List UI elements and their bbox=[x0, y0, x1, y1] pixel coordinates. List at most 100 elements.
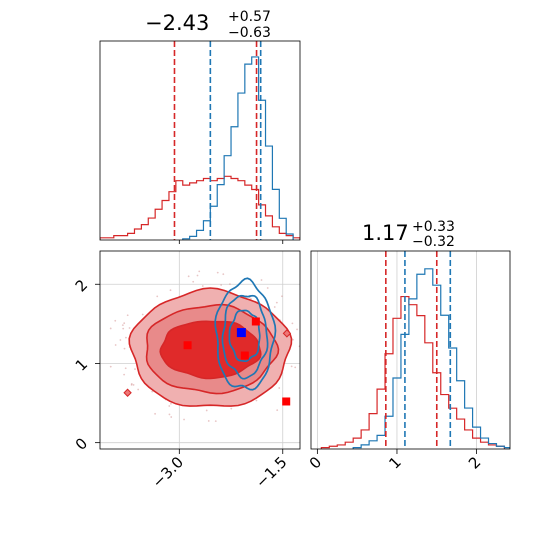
background-sample-point bbox=[198, 270, 201, 273]
background-sample-point bbox=[170, 416, 173, 418]
background-sample-point bbox=[255, 399, 258, 402]
blue-contour-level bbox=[221, 294, 269, 380]
marginal-x-blue-histogram bbox=[182, 56, 294, 240]
red-contour-level bbox=[159, 320, 262, 380]
background-sample-point bbox=[308, 378, 310, 380]
red-square-marker bbox=[240, 351, 249, 360]
background-sample-point bbox=[278, 387, 281, 389]
blue-contour-level bbox=[228, 309, 261, 363]
background-sample-point bbox=[114, 344, 117, 346]
background-sample-point bbox=[126, 314, 129, 317]
background-sample-point bbox=[290, 365, 293, 368]
marginal-x-histograms bbox=[100, 41, 300, 240]
background-sample-point bbox=[276, 409, 279, 412]
marginal-x-red-histogram bbox=[100, 175, 300, 240]
marginal-y-x-tick-label: 1 bbox=[385, 453, 404, 472]
background-sample-point bbox=[141, 313, 144, 316]
marginal-x-title-value: −2.43 bbox=[145, 11, 209, 35]
marginal-y-title-value: 1.17 bbox=[362, 221, 409, 245]
background-sample-point bbox=[183, 418, 185, 421]
blue-square-marker bbox=[236, 328, 246, 338]
marginal-x-title-lower: −0.63 bbox=[228, 25, 271, 41]
background-sample-point bbox=[192, 280, 195, 283]
background-sample-point bbox=[151, 390, 154, 393]
marginal-y-blue-histogram bbox=[352, 268, 510, 449]
background-sample-point bbox=[205, 409, 208, 412]
joint-panel: −3.0 −1.5 0 1 2 bbox=[72, 250, 310, 492]
background-sample-point bbox=[273, 306, 276, 308]
background-sample-point bbox=[266, 287, 269, 289]
marginal-y-title-lower: −0.32 bbox=[412, 234, 455, 250]
background-sample-point bbox=[260, 279, 263, 281]
background-sample-point bbox=[201, 285, 204, 287]
background-sample-point bbox=[121, 324, 124, 327]
background-sample-point bbox=[156, 295, 159, 298]
marginal-y-ticks: 0 1 2 bbox=[306, 449, 484, 473]
marginal-y-x-tick-label: 0 bbox=[306, 453, 325, 472]
background-sample-point bbox=[109, 327, 112, 330]
background-sample-point bbox=[123, 322, 126, 325]
marginal-x-title-upper: +0.57 bbox=[228, 9, 271, 25]
background-sample-point bbox=[220, 284, 223, 286]
marginal-y-red-histogram bbox=[320, 295, 506, 449]
background-sample-point bbox=[132, 384, 135, 386]
background-sample-point bbox=[222, 273, 225, 276]
background-sample-point bbox=[187, 275, 190, 278]
background-sample-point bbox=[128, 327, 131, 329]
joint-x-tick-label: −1.5 bbox=[252, 453, 290, 491]
background-sample-point bbox=[137, 388, 140, 391]
background-sample-point bbox=[119, 339, 122, 341]
background-sample-point bbox=[230, 407, 233, 410]
background-sample-point bbox=[122, 327, 125, 330]
background-sample-point bbox=[109, 365, 112, 368]
background-sample-point bbox=[291, 322, 294, 325]
red-diamond-marker bbox=[123, 388, 132, 397]
background-sample-point bbox=[216, 271, 219, 274]
background-sample-point bbox=[125, 336, 127, 339]
marginal-x-frame bbox=[99, 40, 301, 241]
marginal-y-histograms bbox=[320, 251, 510, 449]
marginal-y-title: 1.17 bbox=[362, 221, 409, 245]
joint-contours bbox=[109, 270, 310, 422]
background-sample-point bbox=[229, 283, 231, 286]
joint-y-tick-label: 1 bbox=[72, 355, 91, 374]
background-sample-point bbox=[154, 412, 156, 415]
marginal-y-x-tick-label: 2 bbox=[465, 453, 484, 472]
marginal-y-grid bbox=[316, 251, 477, 449]
background-sample-point bbox=[124, 367, 127, 370]
joint-y-tick-label: 0 bbox=[72, 434, 91, 453]
background-sample-point bbox=[302, 311, 304, 313]
background-sample-point bbox=[207, 420, 210, 422]
red-diamond-marker bbox=[282, 329, 292, 338]
background-sample-point bbox=[281, 295, 283, 298]
blue-contour-level bbox=[214, 277, 277, 391]
joint-x-tick-label: −3.0 bbox=[149, 453, 187, 491]
background-sample-point bbox=[196, 274, 199, 277]
background-sample-point bbox=[301, 312, 303, 314]
marginal-x-title: −2.43 bbox=[145, 11, 209, 35]
marginal-y-frame bbox=[310, 250, 511, 450]
background-sample-point bbox=[123, 373, 126, 376]
marginal-y-panel: 1.17 +0.33 −0.32 0 1 2 bbox=[306, 219, 511, 473]
red-square-marker bbox=[183, 341, 192, 350]
background-sample-point bbox=[302, 382, 304, 384]
red-square-marker bbox=[282, 397, 291, 406]
joint-y-tick-label: 2 bbox=[72, 276, 91, 295]
background-sample-point bbox=[296, 328, 298, 331]
background-sample-point bbox=[169, 289, 172, 292]
red-square-marker bbox=[251, 317, 260, 326]
background-sample-point bbox=[130, 383, 133, 386]
marginal-y-title-upper: +0.33 bbox=[412, 219, 455, 235]
background-sample-point bbox=[214, 420, 217, 422]
background-sample-point bbox=[170, 402, 172, 405]
marginal-x-panel: −2.43 +0.57 −0.63 bbox=[99, 9, 301, 244]
background-sample-point bbox=[168, 405, 171, 407]
background-sample-point bbox=[114, 319, 117, 322]
joint-frame bbox=[99, 250, 301, 450]
background-sample-point bbox=[134, 368, 136, 370]
background-sample-point bbox=[294, 366, 297, 369]
background-sample-point bbox=[275, 301, 278, 304]
background-sample-point bbox=[168, 413, 171, 416]
background-sample-point bbox=[123, 347, 126, 350]
